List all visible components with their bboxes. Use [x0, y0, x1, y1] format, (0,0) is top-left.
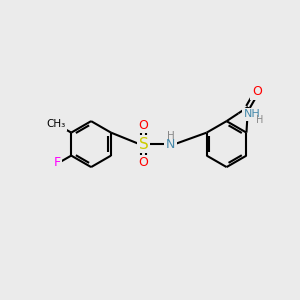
Text: S: S — [139, 136, 148, 152]
Text: CH₃: CH₃ — [46, 119, 65, 129]
Text: H: H — [256, 115, 264, 124]
Text: H: H — [167, 131, 175, 142]
Text: N: N — [166, 138, 175, 151]
Text: F: F — [53, 157, 61, 169]
Text: NH: NH — [244, 109, 260, 119]
Text: O: O — [139, 119, 148, 132]
Text: O: O — [139, 157, 148, 169]
Text: O: O — [252, 85, 262, 98]
